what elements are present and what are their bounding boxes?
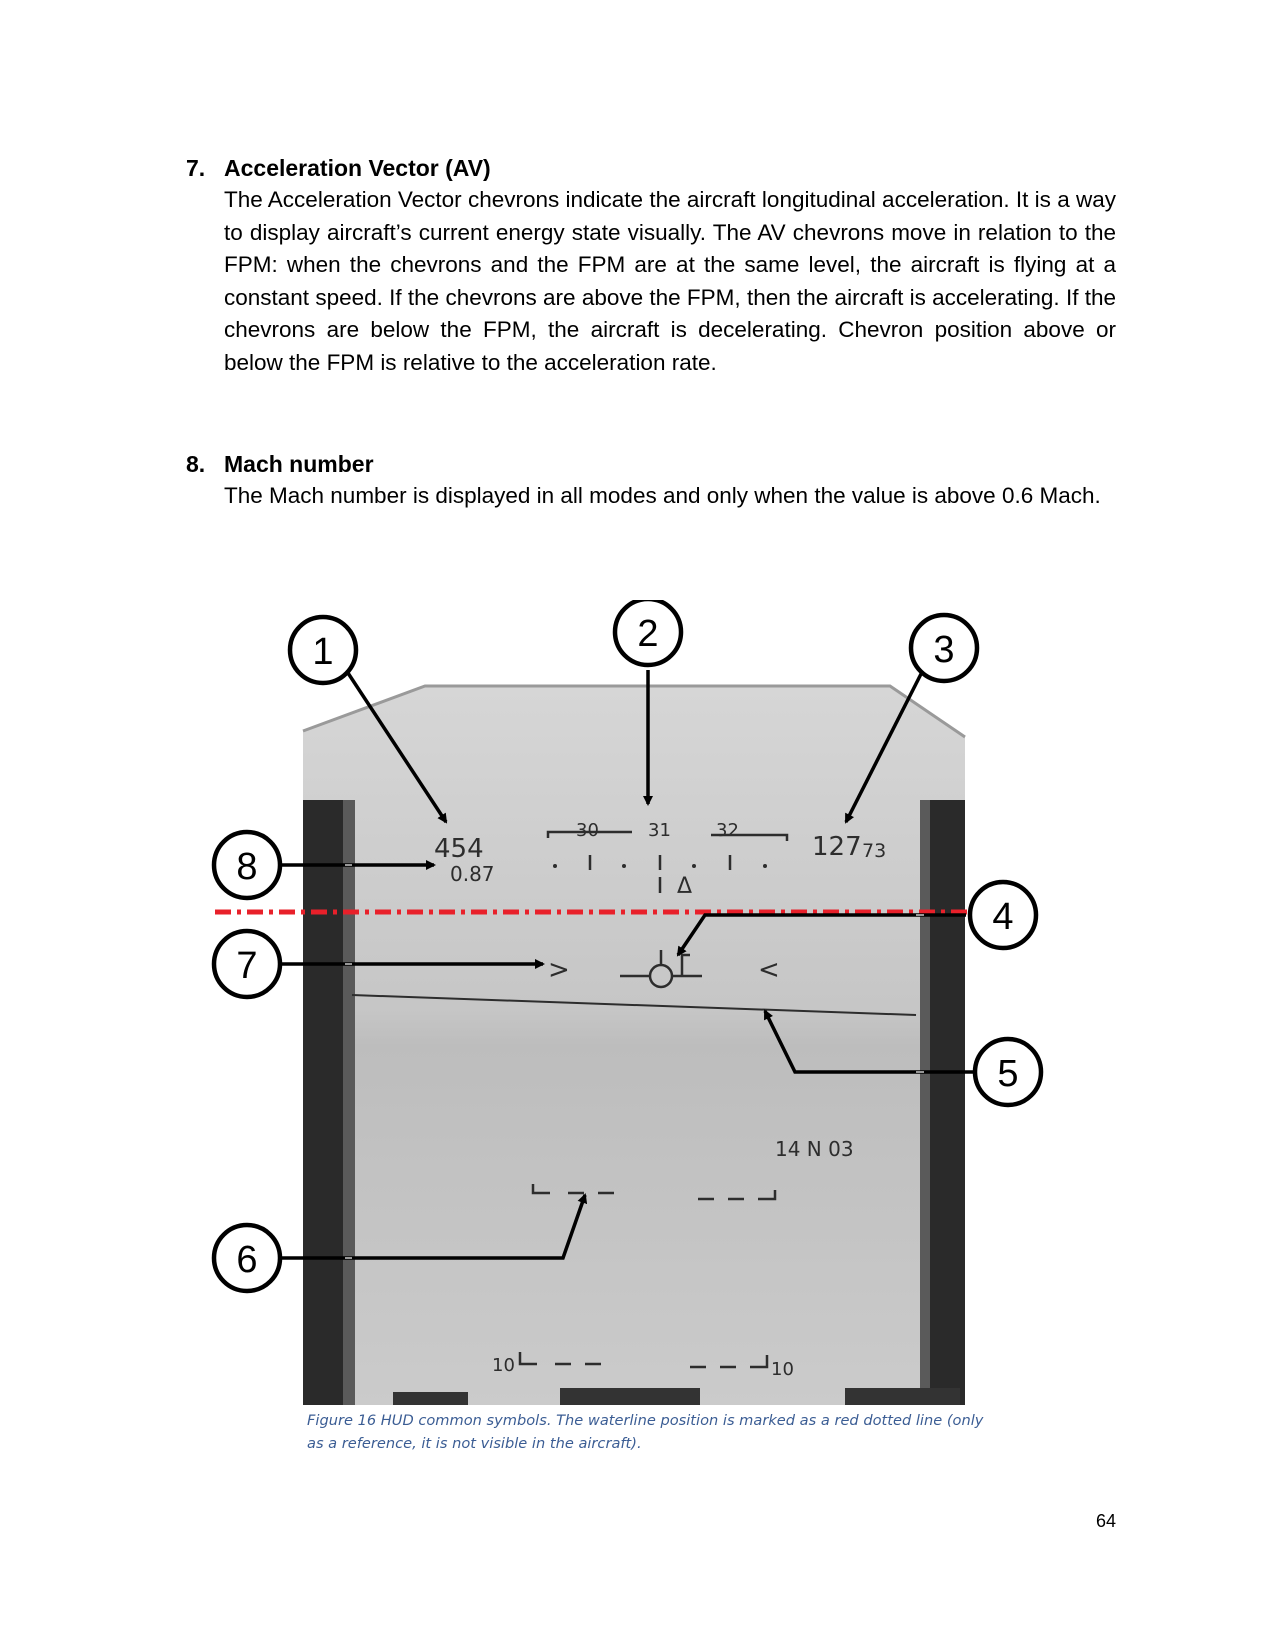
callout-number: 2	[637, 613, 658, 655]
heading-caret-icon: Δ	[677, 874, 692, 899]
callout-2: 2	[612, 600, 684, 668]
section-number: 8.	[186, 451, 206, 477]
hud-glass	[303, 686, 965, 1405]
altitude-readout-small: 73	[862, 840, 886, 862]
hud-figure: 454 0.87 30 31 32 Δ 127 73 > < 14 N 03	[211, 600, 1044, 1405]
section-body: The Mach number is displayed in all mode…	[224, 483, 1101, 508]
section-title: Mach number	[224, 451, 374, 477]
figure-caption: Figure 16 HUD common symbols. The waterl…	[307, 1412, 984, 1452]
heading-label-30: 30	[576, 820, 599, 841]
heading-label-32: 32	[716, 820, 739, 841]
airspeed-readout: 454	[434, 834, 484, 864]
hud-frame-top	[302, 684, 966, 739]
info-readout: 14 N 03	[775, 1137, 854, 1161]
pitch-ladder	[518, 1184, 777, 1369]
callout-6: 6	[211, 1222, 283, 1294]
section-body: The Acceleration Vector chevrons indicat…	[224, 187, 1116, 375]
hud-bottom-block-right	[845, 1388, 960, 1405]
callout-number: 7	[236, 945, 257, 987]
mach-readout: 0.87	[450, 862, 495, 886]
heading-tape-dots	[553, 864, 767, 868]
callout-3: 3	[908, 612, 980, 684]
callout-leaders	[282, 669, 975, 1260]
av-chevron-left-icon: >	[548, 955, 570, 985]
callout-1: 1	[287, 614, 359, 686]
altitude-readout: 127	[812, 832, 862, 862]
section-title: Acceleration Vector (AV)	[224, 155, 491, 181]
hud-bottom-block-mid	[560, 1388, 700, 1405]
callout-7: 7	[211, 928, 283, 1000]
callout-5: 5	[972, 1036, 1044, 1108]
hud-left-post-edge	[343, 800, 355, 1405]
callout-number: 1	[312, 631, 333, 673]
callout-4: 4	[967, 879, 1039, 951]
heading-tape	[546, 830, 789, 893]
callout-leader-highlights	[345, 864, 924, 1259]
callout-number: 3	[933, 629, 954, 671]
page-number: 64	[1096, 1511, 1117, 1531]
hud-bottom-block-left	[393, 1392, 468, 1405]
av-chevron-right-icon: <	[758, 955, 780, 985]
pitch-label-right: 10	[771, 1359, 794, 1380]
section-number: 7.	[186, 155, 206, 181]
callout-number: 4	[992, 896, 1013, 938]
pitch-label-left: 10	[492, 1355, 515, 1376]
horizon-line	[351, 994, 917, 1016]
hud-right-post-edge	[920, 800, 930, 1405]
callout-number: 5	[997, 1053, 1018, 1095]
callout-number: 6	[236, 1239, 257, 1281]
flight-path-marker-icon	[620, 950, 702, 989]
callout-8: 8	[211, 829, 283, 901]
callout-number: 8	[236, 846, 257, 888]
heading-label-31: 31	[648, 820, 671, 841]
